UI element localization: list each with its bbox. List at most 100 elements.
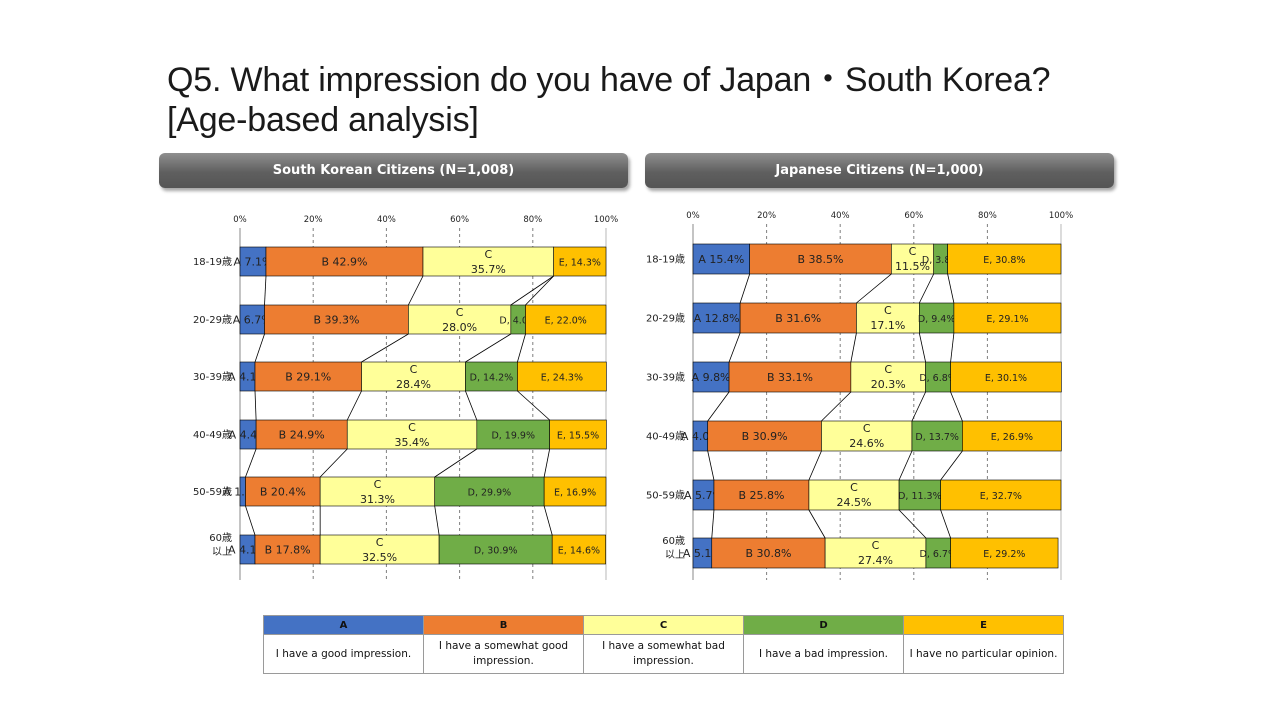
japan-data-label: 11.5% bbox=[895, 260, 930, 273]
korea-bar-e bbox=[543, 476, 607, 507]
korea-data-label: 35.4% bbox=[395, 436, 430, 449]
legend-code-c: C bbox=[583, 615, 744, 635]
japan-panel-title: Japanese Citizens (N=1,000) bbox=[775, 163, 984, 178]
korea-bar-e bbox=[517, 361, 607, 392]
korea-x-tick-label: 0% bbox=[233, 215, 247, 225]
japan-bar-e bbox=[947, 243, 1062, 275]
legend-desc-a: I have a good impression. bbox=[263, 634, 424, 674]
japan-data-label: E, 26.9% bbox=[991, 432, 1033, 443]
korea-bar-d bbox=[438, 534, 553, 565]
japan-bar-d bbox=[898, 479, 941, 511]
korea-data-label: C bbox=[484, 248, 492, 261]
japan-x-tick-label: 40% bbox=[831, 211, 850, 221]
korea-data-label: C bbox=[456, 306, 464, 319]
japan-bar-b bbox=[739, 302, 857, 334]
korea-bar-c bbox=[346, 419, 478, 450]
legend-code-e: E bbox=[903, 615, 1064, 635]
korea-x-tick-label: 100% bbox=[594, 215, 618, 225]
korea-x-tick-label: 40% bbox=[377, 215, 396, 225]
korea-data-label: D, 29.9% bbox=[468, 488, 512, 499]
korea-data-label: A 6.7% bbox=[233, 314, 272, 327]
japan-bar-d bbox=[919, 302, 955, 334]
japan-data-label: C bbox=[884, 304, 892, 317]
page-title-line1: Q5. What impression do you have of Japan… bbox=[167, 61, 1051, 99]
japan-data-label: A 15.4% bbox=[698, 253, 744, 266]
korea-data-label: 28.4% bbox=[396, 378, 431, 391]
korea-bar-d bbox=[434, 476, 545, 507]
korea-data-label: B 42.9% bbox=[321, 256, 367, 269]
japan-category-label: 50-59歳 bbox=[646, 490, 685, 502]
page-title: Q5. What impression do you have of Japan… bbox=[167, 60, 1167, 140]
japan-data-label: B 30.9% bbox=[742, 430, 788, 443]
korea-data-label: 35.7% bbox=[471, 263, 506, 276]
japan-data-label: 17.1% bbox=[870, 319, 905, 332]
korea-series-connector bbox=[245, 448, 257, 478]
korea-data-label: E, 14.6% bbox=[558, 546, 600, 557]
korea-series-connector bbox=[245, 505, 256, 536]
japan-data-label: E, 29.2% bbox=[983, 549, 1025, 560]
korea-x-tick-label: 60% bbox=[450, 215, 469, 225]
korea-bar-c bbox=[408, 304, 512, 335]
japan-x-tick-label: 20% bbox=[757, 211, 776, 221]
korea-bar-b bbox=[264, 304, 409, 335]
japan-series-connector bbox=[940, 450, 963, 481]
japan-bar-c bbox=[891, 243, 934, 275]
korea-series-connector bbox=[254, 333, 265, 363]
korea-data-label: B 24.9% bbox=[279, 429, 325, 442]
japan-data-label: A 9.8% bbox=[692, 371, 731, 384]
japan-data-label: 24.5% bbox=[837, 496, 872, 509]
korea-series-connector bbox=[517, 390, 550, 421]
japan-data-label: C bbox=[872, 539, 880, 552]
japan-data-label: B 25.8% bbox=[738, 489, 784, 502]
korea-data-label: C bbox=[410, 363, 418, 376]
page-title-line2: [Age-based analysis] bbox=[167, 101, 479, 139]
legend-code-d: D bbox=[743, 615, 904, 635]
japan-bar-d bbox=[925, 361, 951, 393]
japan-data-label: C bbox=[863, 422, 871, 435]
korea-data-label: E, 24.3% bbox=[541, 373, 583, 384]
legend-code-b: B bbox=[423, 615, 584, 635]
japan-bar-d bbox=[911, 420, 963, 452]
japan-series-connector bbox=[739, 273, 751, 304]
korea-series-connector bbox=[319, 448, 348, 478]
korea-series-connector bbox=[465, 333, 512, 363]
korea-x-tick-label: 20% bbox=[304, 215, 323, 225]
korea-series-connector bbox=[517, 333, 526, 363]
japan-category-label: 40-49歳 bbox=[646, 431, 685, 443]
japan-category-label: 20-29歳 bbox=[646, 313, 685, 325]
japan-bar-e bbox=[962, 420, 1062, 452]
korea-category-label: 40-49歳 bbox=[193, 429, 232, 441]
japan-series-connector bbox=[918, 332, 926, 363]
korea-series-connector bbox=[543, 505, 553, 536]
japan-data-label: 27.4% bbox=[858, 554, 893, 567]
japan-bar-e bbox=[953, 302, 1062, 334]
korea-bar-e bbox=[551, 534, 606, 565]
korea-bar-e bbox=[549, 419, 607, 450]
japan-series-connector bbox=[856, 273, 892, 304]
japan-bar-b bbox=[713, 479, 810, 511]
korea-data-label: B 20.4% bbox=[260, 486, 306, 499]
japan-data-label: A 5.7% bbox=[684, 489, 723, 502]
japan-data-label: 24.6% bbox=[849, 437, 884, 450]
japan-data-label: E, 29.1% bbox=[986, 314, 1028, 325]
korea-data-label: D, 19.9% bbox=[491, 431, 535, 442]
korea-data-label: A 7.1% bbox=[234, 256, 273, 269]
japan-series-connector bbox=[711, 509, 715, 539]
korea-series-connector bbox=[465, 390, 478, 421]
japan-series-connector bbox=[808, 509, 826, 539]
korea-bar-e bbox=[553, 246, 607, 277]
japan-series-connector bbox=[707, 450, 715, 481]
korea-data-label: D, 30.9% bbox=[474, 546, 518, 557]
korea-category-label: 20-29歳 bbox=[193, 314, 232, 326]
legend-description-row: I have a good impression. I have a somew… bbox=[263, 634, 1064, 674]
japan-series-connector bbox=[707, 391, 730, 422]
korea-category-label: 以上 bbox=[212, 546, 232, 558]
korea-data-label: 32.5% bbox=[362, 551, 397, 564]
japan-bar-b bbox=[749, 243, 892, 275]
japan-series-connector bbox=[898, 509, 927, 539]
japan-data-label: C bbox=[850, 481, 858, 494]
japan-series-connector bbox=[898, 450, 913, 481]
korea-bar-e bbox=[525, 304, 607, 335]
